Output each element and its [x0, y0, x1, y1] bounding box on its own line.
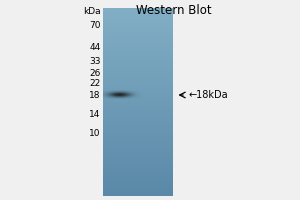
Text: 70: 70	[89, 21, 100, 30]
Text: Western Blot: Western Blot	[136, 4, 212, 17]
Text: 44: 44	[89, 43, 100, 51]
Text: ←18kDa: ←18kDa	[189, 90, 229, 100]
Text: 18: 18	[89, 90, 100, 99]
Text: 14: 14	[89, 110, 100, 119]
Text: 26: 26	[89, 68, 100, 77]
Text: kDa: kDa	[83, 6, 101, 16]
Text: 22: 22	[89, 78, 100, 88]
Text: 33: 33	[89, 58, 100, 66]
Text: 10: 10	[89, 129, 100, 138]
